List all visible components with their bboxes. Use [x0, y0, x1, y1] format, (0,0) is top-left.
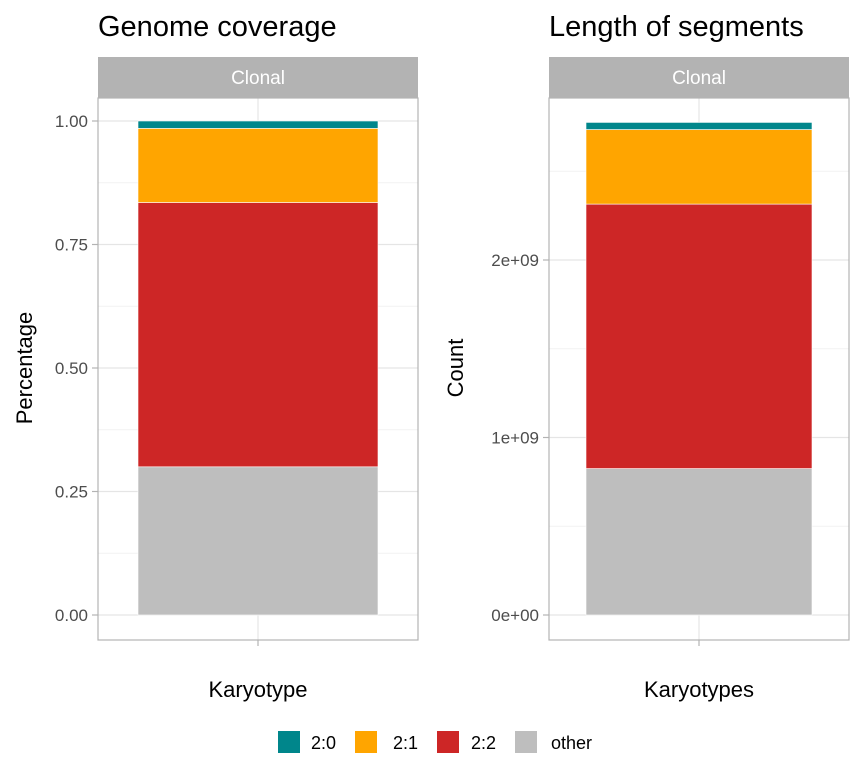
plot-area: 0e+00 1e+09 2e+09 — [491, 97, 850, 646]
legend-key-2-0 — [278, 731, 300, 753]
y-tick-label: 2e+09 — [491, 251, 539, 270]
facet-strip — [98, 57, 418, 98]
plot-area: 0.00 0.25 0.50 0.75 1.00 — [55, 97, 419, 646]
y-tick-label: 0.75 — [55, 236, 88, 255]
y-axis-label: Percentage — [12, 312, 37, 425]
facet-strip — [549, 57, 849, 98]
panel-title: Genome coverage — [98, 11, 337, 43]
legend: 2:0 2:1 2:2 other — [278, 731, 592, 753]
bar-segment-other — [585, 468, 813, 616]
bar-segment-2-1 — [585, 129, 813, 205]
y-tick-label: 1.00 — [55, 112, 88, 131]
facet-label: Clonal — [231, 68, 285, 89]
legend-label: 2:1 — [393, 733, 418, 753]
legend-label: 2:0 — [311, 733, 336, 753]
legend-label: other — [551, 733, 592, 753]
bar-segment-2-0 — [137, 120, 379, 129]
legend-key-2-1 — [355, 731, 377, 753]
legend-label: 2:2 — [471, 733, 496, 753]
bar-segment-other — [137, 466, 379, 616]
y-tick-label: 0.25 — [55, 483, 88, 502]
bar-segment-2-1 — [137, 128, 379, 203]
panel-title: Length of segments — [549, 11, 804, 43]
panel-length-of-segments: Length of segments Clonal 0e+00 1e+09 2e+0… — [443, 11, 850, 702]
y-tick-label: 0e+00 — [491, 606, 539, 625]
y-axis-label: Count — [443, 339, 468, 398]
legend-key-other — [515, 731, 537, 753]
bar-segment-2-2 — [137, 202, 379, 468]
facet-label: Clonal — [672, 68, 726, 89]
x-axis-label: Karyotype — [208, 677, 307, 702]
legend-key-2-2 — [437, 731, 459, 753]
bar-segment-2-2 — [585, 203, 813, 469]
bar-segment-2-0 — [585, 122, 813, 130]
y-tick-label: 1e+09 — [491, 429, 539, 448]
y-tick-label: 0.00 — [55, 606, 88, 625]
panel-genome-coverage: Genome coverage Clonal 0.00 0.25 0.50 0.75 1… — [12, 11, 419, 702]
x-axis-label: Karyotypes — [644, 677, 754, 702]
y-tick-label: 0.50 — [55, 359, 88, 378]
